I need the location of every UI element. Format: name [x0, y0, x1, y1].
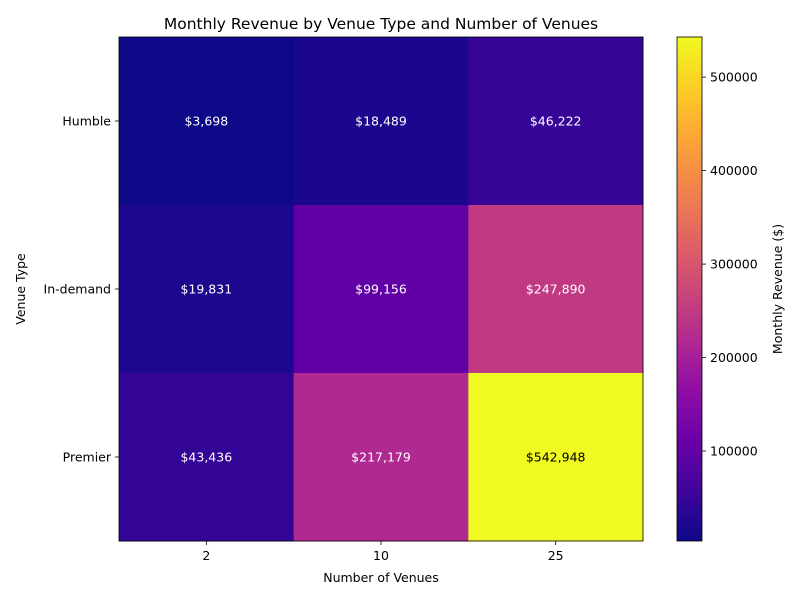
colorbar-tick-label: 300000 — [710, 257, 758, 272]
heatmap-cell — [468, 205, 644, 374]
y-axis-ticks: Humble In-demand Premier — [44, 114, 119, 465]
cell-value-label: $19,831 — [180, 282, 232, 297]
colorbar — [676, 36, 703, 542]
chart-title: Monthly Revenue by Venue Type and Number… — [164, 15, 598, 33]
cell-value-label: $3,698 — [184, 114, 228, 129]
cell-value-label: $43,436 — [180, 450, 232, 465]
cell-value-label: $542,948 — [526, 450, 586, 465]
colorbar-ticks: 100000 200000 300000 400000 500000 — [702, 70, 758, 458]
heatmap-cell — [468, 37, 644, 206]
x-tick-label: 2 — [202, 548, 210, 563]
heatmap-cell — [119, 373, 295, 542]
y-tick-label: In-demand — [44, 282, 111, 297]
cell-value-label: $217,179 — [351, 450, 411, 465]
colorbar-tick-label: 500000 — [710, 70, 758, 85]
cell-value-label: $247,890 — [526, 282, 586, 297]
cell-value-label: $18,489 — [355, 114, 407, 129]
x-tick-label: 25 — [548, 548, 564, 563]
heatmap-cell — [293, 205, 469, 374]
x-axis-label: Number of Venues — [323, 570, 439, 585]
heatmap-cell — [119, 205, 295, 374]
colorbar-tick-label: 400000 — [710, 163, 758, 178]
x-tick-label: 10 — [373, 548, 389, 563]
y-axis-label: Venue Type — [13, 253, 28, 325]
heatmap-cell — [468, 373, 644, 542]
heatmap-cell — [293, 373, 469, 542]
colorbar-tick-label: 100000 — [710, 443, 758, 458]
colorbar-label: Monthly Revenue ($) — [770, 224, 785, 354]
x-axis-ticks: 2 10 25 — [202, 541, 564, 563]
cell-value-label: $99,156 — [355, 282, 407, 297]
heatmap-cells: $3,698 $18,489 $46,222 $19,831 $99,156 $247,8… — [119, 37, 644, 542]
heatmap-cell — [293, 37, 469, 206]
y-tick-label: Premier — [63, 450, 112, 465]
cell-value-label: $46,222 — [530, 114, 582, 129]
colorbar-tick-label: 200000 — [710, 350, 758, 365]
heatmap-cell — [119, 37, 295, 206]
y-tick-label: Humble — [62, 114, 111, 129]
